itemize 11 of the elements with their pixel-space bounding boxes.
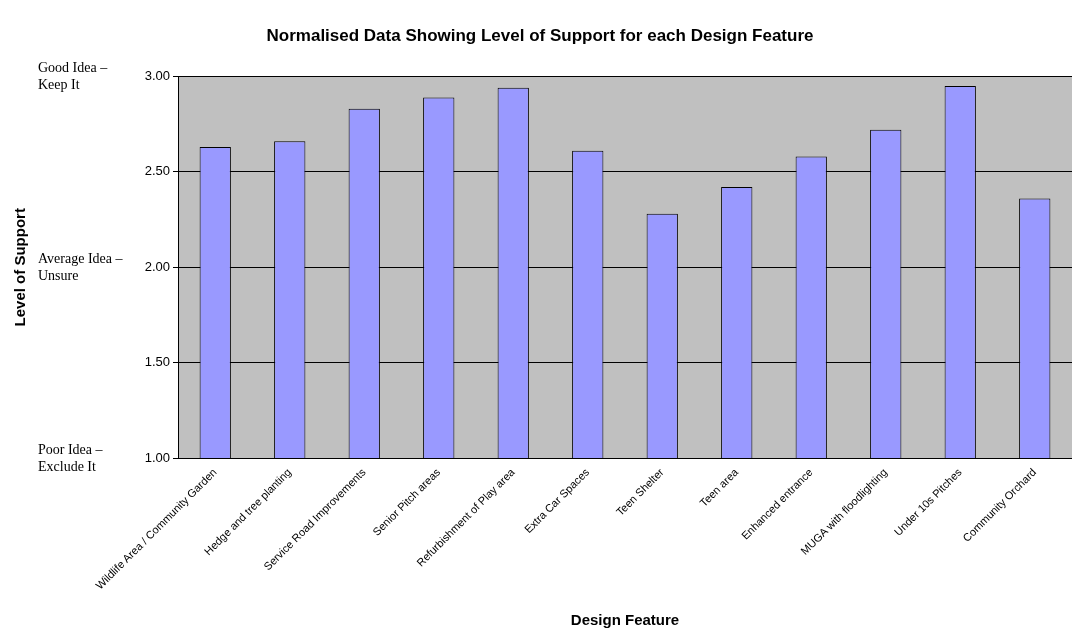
y-tick-label: 2.00 bbox=[144, 258, 170, 274]
text: Good Idea – Keep It bbox=[38, 60, 109, 93]
y-tick-label: 3.00 bbox=[144, 67, 170, 83]
y-tick-label: 2.50 bbox=[144, 163, 170, 179]
y-tick-label: 1.00 bbox=[144, 449, 170, 465]
y-tick-label: 1.50 bbox=[144, 354, 170, 370]
y-axis-title: Level of Support bbox=[11, 208, 29, 327]
text: Poor Idea – Exclude It bbox=[38, 441, 104, 474]
chart-title: Normalised Data Showing Level of Support for each Design Feature bbox=[266, 25, 814, 45]
x-axis-title: Design Feature bbox=[570, 611, 680, 629]
text: Average Idea – Unsure bbox=[38, 250, 124, 283]
